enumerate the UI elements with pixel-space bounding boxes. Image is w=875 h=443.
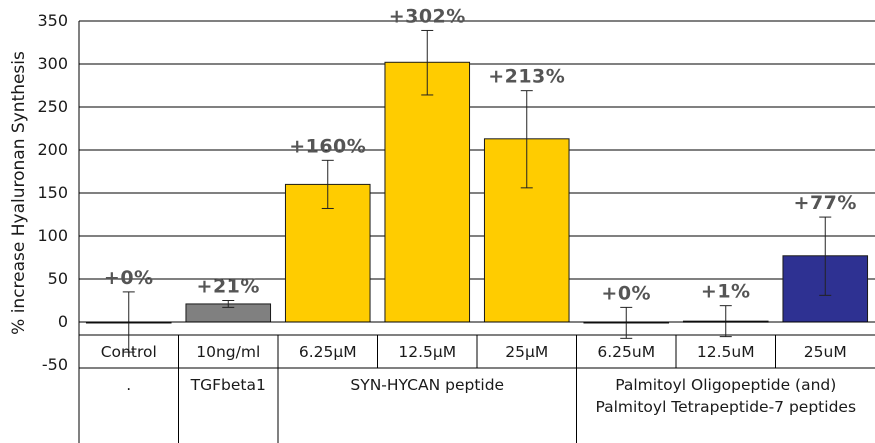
category-label: 12.5μM xyxy=(398,343,456,361)
category-label: Control xyxy=(101,343,157,361)
group-label: TGFbeta1 xyxy=(190,376,266,394)
group-label: SYN-HYCAN peptide xyxy=(350,376,504,394)
y-tick-label: 50 xyxy=(48,269,68,288)
data-label: +0% xyxy=(601,282,651,304)
category-label: 6.25μM xyxy=(299,343,357,361)
data-label: +77% xyxy=(794,192,857,214)
category-label: 12.5uM xyxy=(697,343,755,361)
group-label: Palmitoyl Oligopeptide (and) Palmitoyl Te… xyxy=(595,376,856,416)
category-label: 6.25uM xyxy=(597,343,655,361)
group-label: . xyxy=(126,376,131,394)
data-label: +21% xyxy=(197,276,260,298)
category-label: 25μM xyxy=(505,343,548,361)
y-tick-label: 250 xyxy=(37,97,68,116)
data-label: +1% xyxy=(701,281,751,303)
y-tick-label: 0 xyxy=(58,312,68,331)
data-label: +302% xyxy=(389,5,466,27)
data-label: +160% xyxy=(289,135,366,157)
category-label: 10ng/ml xyxy=(196,343,260,361)
data-label: +213% xyxy=(488,66,565,88)
y-tick-label: 350 xyxy=(37,11,68,30)
y-tick-label: 100 xyxy=(37,226,68,245)
y-tick-label: 200 xyxy=(37,140,68,159)
category-label: 25uM xyxy=(804,343,847,361)
bar-4 xyxy=(384,61,471,323)
y-tick-label: 150 xyxy=(37,183,68,202)
y-axis-title: % increase Hyaluronan Synthesis xyxy=(9,51,29,335)
y-tick-label: 300 xyxy=(37,54,68,73)
y-tick-label: -50 xyxy=(42,355,68,374)
data-label: +0% xyxy=(104,267,154,289)
